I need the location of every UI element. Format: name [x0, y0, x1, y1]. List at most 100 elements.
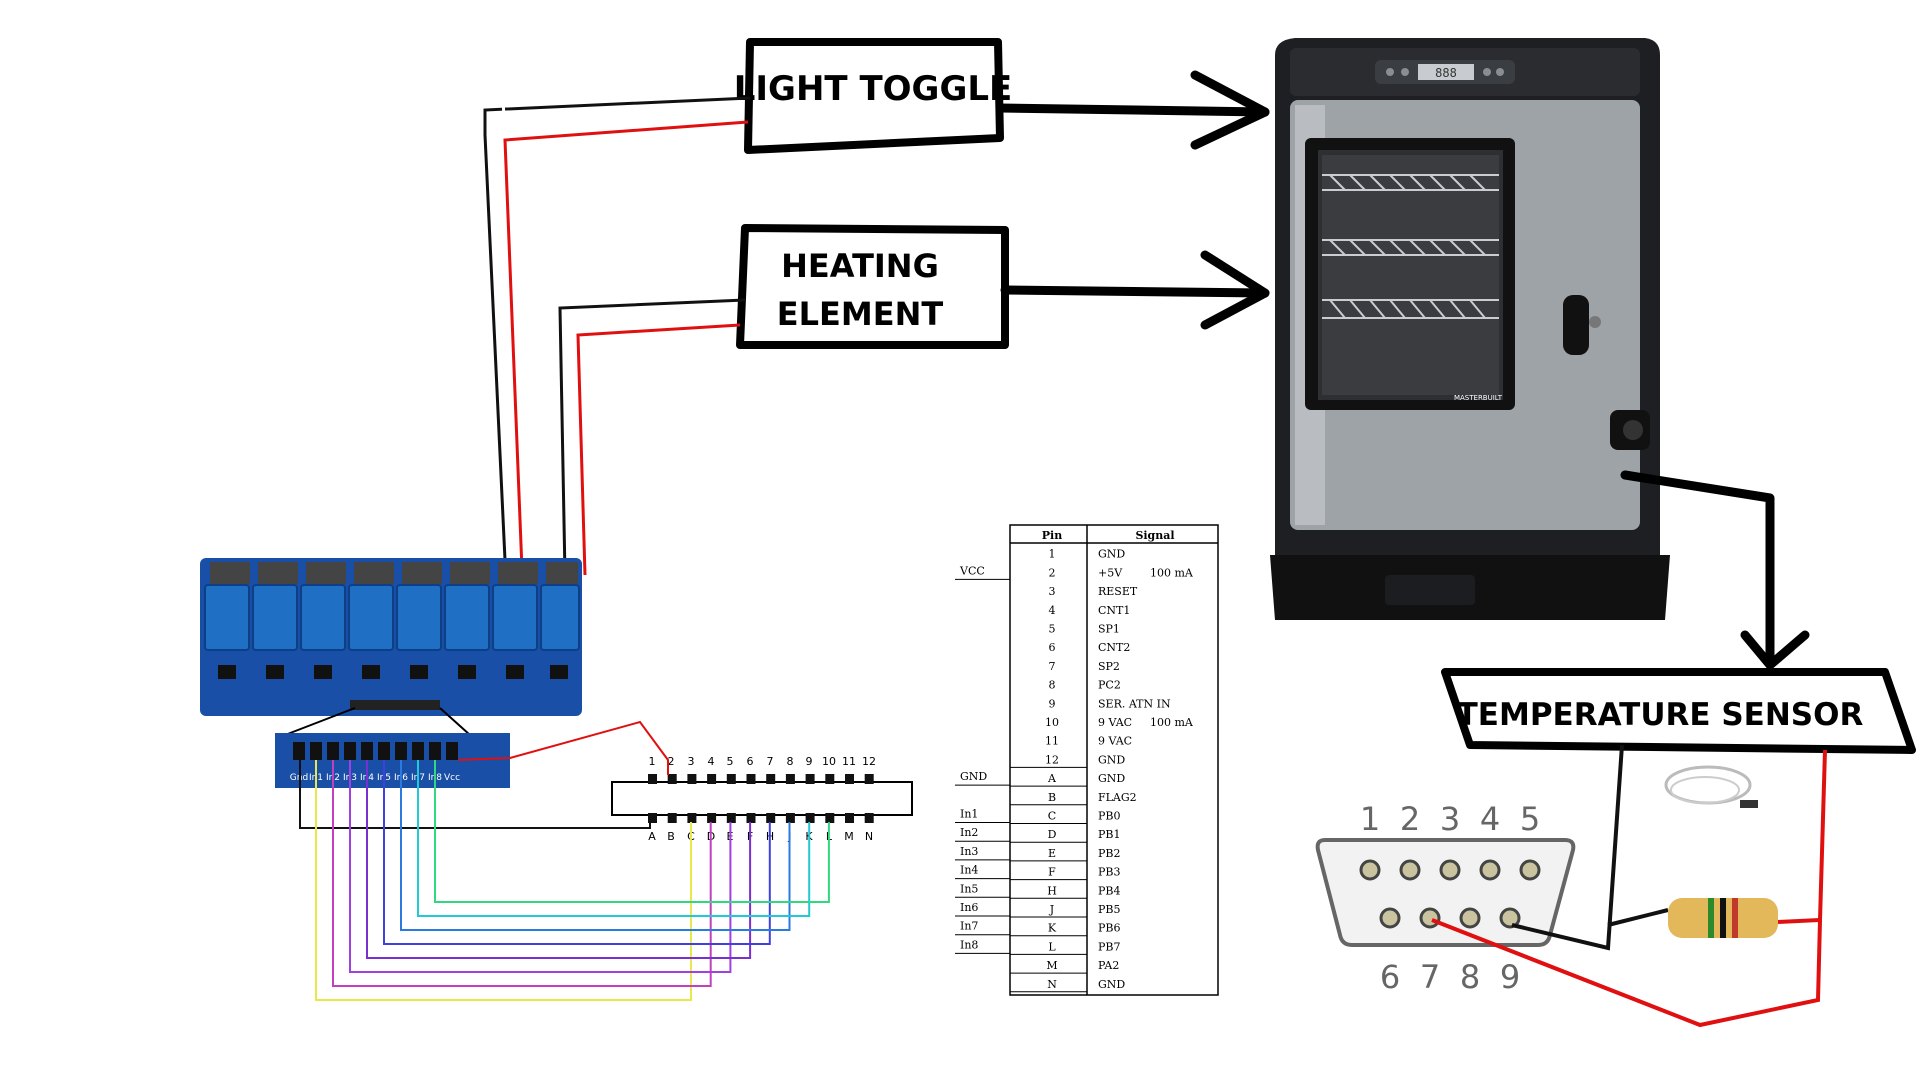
db9-connector: 1 2 3 4 5 6 7 8 9 — [1315, 800, 1576, 996]
connector-pin-bottom — [785, 813, 795, 823]
header-zoom-lines — [284, 707, 471, 736]
row-signal: PB7 — [1098, 940, 1120, 953]
row-signal: PB4 — [1098, 884, 1120, 897]
wire-vcc — [457, 720, 669, 775]
table-row: J PB5 In6 — [955, 901, 1120, 918]
table-row: 1 GND — [1049, 548, 1126, 561]
table-row: 3 RESET — [1049, 585, 1138, 598]
table-row: 12 GND — [1010, 753, 1125, 768]
conn-bot-a: A — [648, 830, 656, 843]
row-signal: PB3 — [1098, 866, 1120, 879]
connector-pin-bottom — [726, 813, 736, 823]
table-row: B FLAG2 — [1010, 791, 1137, 806]
control-panel: 888 — [1375, 60, 1515, 84]
connector-pin-top — [687, 774, 697, 784]
row-signal: PC2 — [1098, 679, 1121, 692]
row-pin: 12 — [1045, 753, 1059, 766]
row-connection: In1 — [960, 808, 978, 821]
row-connection: In3 — [960, 845, 978, 858]
connector-pin-top — [805, 774, 815, 784]
conn-top-1: 1 — [649, 755, 656, 768]
row-signal: PB6 — [1098, 922, 1120, 935]
conn-bot-m: M — [844, 830, 854, 843]
ribbon-wire — [349, 760, 732, 973]
row-signal: PB0 — [1098, 810, 1120, 823]
row-pin: C — [1048, 810, 1056, 823]
row-connection: In6 — [960, 901, 978, 914]
table-row: A GND GND — [955, 770, 1125, 787]
conn-top-5: 5 — [727, 755, 734, 768]
relay-output-wires — [483, 96, 751, 576]
connector-pin-bottom — [648, 813, 657, 823]
db9-num-6: 6 — [1380, 958, 1400, 996]
ribbon-cable — [315, 760, 830, 1001]
connector-pin-bottom — [864, 813, 874, 823]
row-pin: 10 — [1045, 716, 1059, 729]
row-signal: GND — [1098, 978, 1125, 991]
arrow-light-to-smoker — [995, 103, 1270, 117]
temperature-sensor-box: TEMPERATURE SENSOR — [1441, 668, 1916, 754]
table-row: C PB0 In1 — [955, 808, 1120, 824]
row-connection: In8 — [960, 938, 978, 951]
db9-num-9: 9 — [1500, 958, 1520, 996]
row-signal: GND — [1098, 548, 1125, 561]
row-signal: GND — [1098, 772, 1125, 785]
table-row: 5 SP1 — [1049, 623, 1120, 636]
relay-header-closeup: Gnd In1 In2 In3 In4 In5 In6 In7 In8 Vcc — [275, 733, 510, 788]
connector-pin-bottom — [687, 813, 697, 823]
conn-top-11: 11 — [842, 755, 856, 768]
row-pin: 3 — [1049, 585, 1056, 598]
row-pin: D — [1048, 828, 1057, 841]
row-pin: A — [1047, 772, 1057, 785]
ribbon-wire — [315, 760, 692, 1001]
db9-pin — [1379, 907, 1401, 929]
row-pin: N — [1047, 978, 1057, 991]
edge-connector: 1 2 3 4 5 6 7 8 9 10 11 12 A B C D E F H… — [611, 755, 913, 843]
conn-top-8: 8 — [787, 755, 794, 768]
db9-pin — [1459, 907, 1481, 929]
table-row: 9 SER. ATN IN — [1049, 697, 1171, 710]
table-row: 8 PC2 — [1049, 679, 1121, 692]
conn-bot-b: B — [667, 830, 675, 843]
row-connection: In7 — [960, 920, 978, 933]
row-pin: M — [1046, 959, 1057, 972]
connector-pin-top — [667, 774, 677, 784]
row-signal: PB1 — [1098, 828, 1120, 841]
row-signal: CNT2 — [1098, 641, 1130, 654]
row-pin: L — [1048, 940, 1056, 953]
resistor — [1668, 898, 1778, 938]
row-note: 100 mA — [1150, 566, 1194, 579]
table-header-pin: Pin — [1042, 529, 1062, 542]
db9-num-8: 8 — [1460, 958, 1480, 996]
sensor-black-wire — [1511, 744, 1624, 951]
connector-pin-bottom — [746, 813, 756, 823]
connector-pin-bottom — [845, 813, 854, 823]
db9-pin — [1439, 859, 1461, 881]
row-signal: 9 VAC — [1098, 716, 1132, 729]
row-signal: 9 VAC — [1098, 735, 1132, 748]
arrow-heating-to-smoker — [1000, 285, 1270, 298]
arrows — [995, 70, 1810, 670]
connector-pin-bottom — [805, 813, 815, 823]
table-row: 7 SP2 — [1049, 660, 1120, 673]
table-row: H PB4 In5 — [955, 882, 1120, 899]
conn-top-12: 12 — [862, 755, 876, 768]
conn-bot-n: N — [865, 830, 873, 843]
connector-pin-top — [648, 774, 657, 784]
light-toggle-box: LIGHT TOGGLE — [734, 38, 1012, 154]
heating-label-line1: HEATING — [781, 247, 939, 285]
conn-top-10: 10 — [822, 755, 836, 768]
row-signal: PB2 — [1098, 847, 1120, 860]
row-pin: 7 — [1049, 660, 1056, 673]
db9-num-2: 2 — [1400, 800, 1420, 838]
row-signal: CNT1 — [1098, 604, 1130, 617]
header-wires — [299, 720, 669, 829]
row-signal: GND — [1098, 753, 1125, 766]
table-row: 10 9 VAC 100 mA — [1045, 716, 1194, 729]
row-pin: E — [1048, 847, 1056, 860]
ribbon-wire — [383, 760, 771, 945]
row-signal: SER. ATN IN — [1098, 697, 1171, 710]
table-row: 6 CNT2 — [1049, 641, 1131, 654]
heating-element-box: HEATING ELEMENT — [736, 224, 1009, 349]
